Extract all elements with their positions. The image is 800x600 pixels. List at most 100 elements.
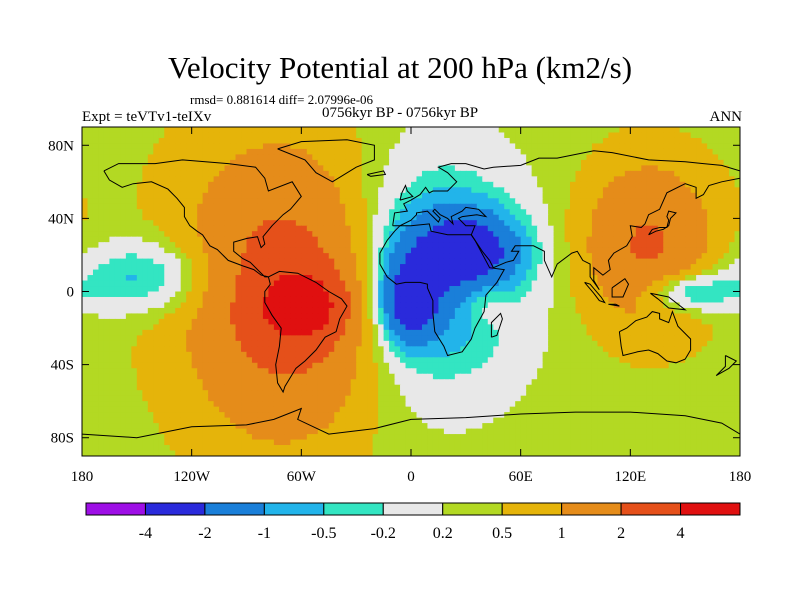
field-cell bbox=[109, 203, 116, 210]
field-cell bbox=[356, 302, 363, 309]
field-cell bbox=[652, 258, 659, 265]
field-cell bbox=[405, 165, 412, 172]
field-cell bbox=[635, 296, 642, 304]
field-cell bbox=[531, 154, 538, 161]
field-cell bbox=[729, 209, 736, 216]
field-cell bbox=[284, 324, 291, 331]
field-cell bbox=[142, 127, 149, 134]
field-cell bbox=[712, 307, 719, 315]
field-cell bbox=[273, 264, 280, 271]
field-cell bbox=[306, 214, 313, 221]
field-cell bbox=[257, 340, 264, 347]
field-cell bbox=[114, 307, 121, 315]
field-cell bbox=[273, 220, 280, 227]
field-cell bbox=[652, 148, 659, 156]
field-cell bbox=[624, 220, 631, 227]
field-cell bbox=[169, 214, 176, 221]
field-cell bbox=[345, 291, 352, 298]
field-cell bbox=[668, 258, 675, 265]
field-cell bbox=[559, 187, 566, 194]
field-cell bbox=[657, 231, 664, 238]
field-cell bbox=[169, 170, 176, 177]
field-cell bbox=[356, 209, 363, 216]
field-cell bbox=[690, 340, 697, 347]
field-cell bbox=[597, 181, 604, 188]
field-cell bbox=[345, 231, 352, 238]
field-cell bbox=[657, 159, 664, 166]
field-cell bbox=[131, 176, 138, 183]
field-cell bbox=[405, 220, 412, 227]
field-cell bbox=[317, 127, 324, 134]
field-cell bbox=[92, 214, 100, 221]
field-cell bbox=[701, 258, 708, 265]
field-cell bbox=[323, 324, 330, 331]
field-cell bbox=[476, 143, 483, 150]
field-cell bbox=[559, 242, 566, 249]
field-cell bbox=[548, 258, 555, 265]
field-cell bbox=[559, 148, 566, 156]
field-cell bbox=[575, 296, 582, 304]
field-cell bbox=[421, 242, 429, 249]
field-cell bbox=[213, 318, 220, 325]
field-cell bbox=[400, 148, 407, 156]
field-cell bbox=[92, 170, 100, 177]
field-cell bbox=[663, 198, 670, 205]
field-cell bbox=[734, 280, 740, 287]
field-cell bbox=[158, 335, 165, 342]
field-cell bbox=[734, 192, 740, 199]
field-cell bbox=[202, 264, 209, 271]
field-cell bbox=[537, 258, 544, 265]
field-cell bbox=[487, 132, 494, 139]
field-cell bbox=[657, 154, 664, 161]
field-cell bbox=[635, 192, 642, 199]
field-cell bbox=[657, 269, 664, 276]
field-cell bbox=[635, 209, 642, 216]
field-cell bbox=[213, 258, 220, 265]
field-cell bbox=[570, 220, 577, 227]
field-cell bbox=[432, 176, 440, 183]
field-cell bbox=[701, 335, 708, 342]
field-cell bbox=[657, 176, 664, 183]
field-cell bbox=[82, 159, 89, 166]
field-cell bbox=[608, 258, 615, 265]
field-cell bbox=[153, 253, 160, 260]
field-cell bbox=[219, 231, 226, 238]
field-cell bbox=[186, 132, 193, 139]
field-cell bbox=[224, 154, 231, 161]
field-cell bbox=[641, 176, 648, 183]
field-cell bbox=[432, 132, 440, 139]
field-cell bbox=[597, 340, 604, 347]
field-cell bbox=[449, 318, 456, 325]
field-cell bbox=[142, 165, 149, 172]
field-cell bbox=[230, 291, 237, 298]
field-cell bbox=[136, 170, 143, 177]
field-cell bbox=[520, 159, 527, 166]
field-cell bbox=[125, 231, 132, 238]
field-cell bbox=[284, 351, 291, 358]
field-cell bbox=[476, 192, 483, 199]
field-cell bbox=[317, 192, 324, 199]
field-cell bbox=[224, 231, 231, 238]
field-cell bbox=[323, 291, 330, 298]
field-cell bbox=[454, 264, 461, 271]
field-cell bbox=[597, 247, 604, 254]
field-cell bbox=[411, 231, 418, 238]
field-cell bbox=[230, 247, 237, 254]
field-cell bbox=[443, 269, 450, 276]
field-cell bbox=[438, 253, 445, 260]
field-cell bbox=[202, 296, 209, 304]
field-cell bbox=[460, 324, 467, 331]
field-cell bbox=[454, 143, 461, 150]
field-cell bbox=[262, 253, 270, 260]
field-cell bbox=[652, 253, 659, 260]
field-cell bbox=[586, 127, 593, 134]
field-cell bbox=[411, 247, 418, 254]
field-cell bbox=[158, 296, 165, 304]
field-cell bbox=[411, 307, 418, 315]
field-cell bbox=[235, 335, 242, 342]
field-cell bbox=[400, 170, 407, 177]
field-cell bbox=[602, 198, 609, 205]
field-cell bbox=[350, 307, 357, 315]
field-cell bbox=[153, 198, 160, 205]
field-cell bbox=[109, 340, 116, 347]
